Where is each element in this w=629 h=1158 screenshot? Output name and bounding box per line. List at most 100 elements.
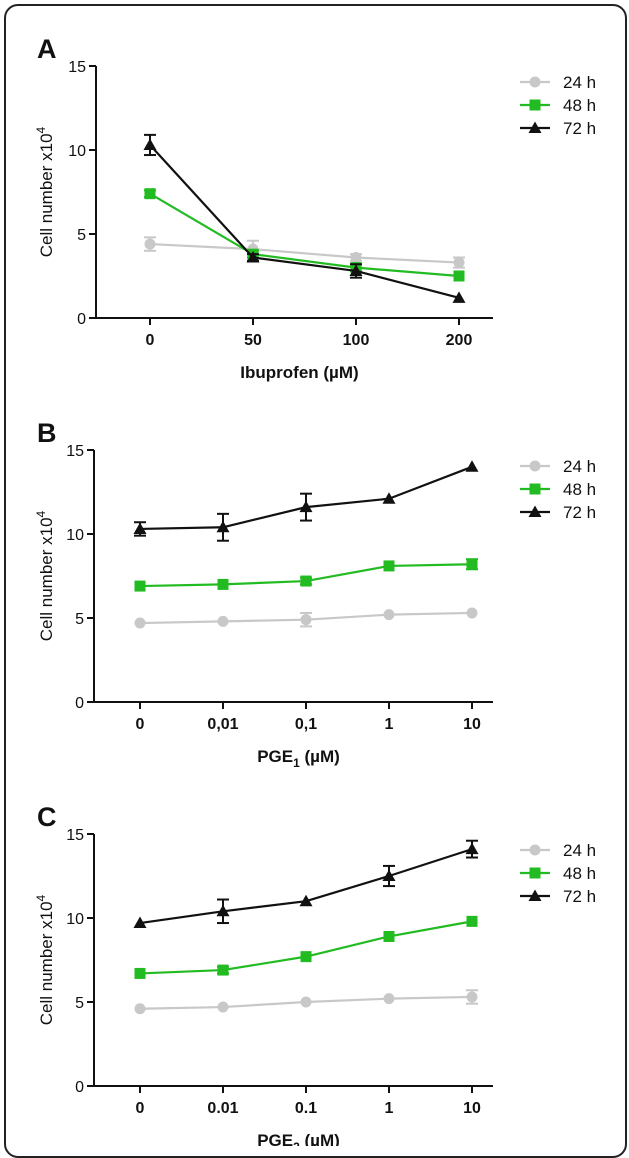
data-point (134, 1003, 146, 1015)
legend-marker (528, 889, 542, 901)
series-line (149, 242, 460, 264)
y-axis-label-superscript: 4 (34, 510, 48, 517)
legend-label: 24 h (563, 841, 596, 860)
series-48h (134, 558, 478, 592)
y-tick-label: 15 (66, 443, 84, 460)
legend-label: 48 h (563, 480, 596, 499)
y-tick-label: 0 (75, 1079, 84, 1096)
data-point (383, 560, 395, 572)
data-point (452, 291, 466, 303)
data-point (144, 188, 156, 200)
data-point (466, 915, 478, 927)
x-tick-label: 0 (136, 716, 145, 733)
x-tick-label: 0,01 (207, 716, 238, 733)
legend-label: 72 h (563, 503, 596, 522)
data-point (299, 500, 313, 513)
data-point (383, 609, 395, 621)
legend-item: 24 h (520, 841, 596, 860)
x-axis-label-text: PGE (257, 747, 293, 766)
data-point (383, 993, 395, 1005)
data-point (134, 967, 146, 979)
data-point (300, 575, 312, 587)
y-tick-label: 15 (66, 827, 84, 844)
x-tick-label: 100 (343, 332, 370, 349)
data-point (134, 617, 146, 629)
x-axis-label-unit: (µM) (300, 747, 340, 766)
data-point (216, 520, 230, 533)
data-point (217, 578, 229, 590)
data-point (466, 991, 478, 1003)
y-axis-label: Cell number x104 (34, 126, 56, 257)
y-tick-label: 5 (75, 611, 84, 628)
series-line (139, 848, 473, 925)
x-tick-label: 10 (463, 716, 481, 733)
y-tick-label: 10 (66, 527, 84, 544)
data-point (133, 916, 147, 929)
chart-panel-c: C 0 5 10 15 0 0.01 0.1 1 10 PGE2 (µM) Cell number x… (34, 802, 596, 1146)
data-point (134, 580, 146, 592)
x-tick-label: 0 (136, 1100, 145, 1117)
legend-item: 72 h (520, 503, 596, 522)
x-tick-label: 1 (385, 1100, 394, 1117)
data-point (453, 270, 465, 282)
data-point (144, 238, 156, 250)
legend-label: 48 h (563, 96, 596, 115)
data-point (246, 251, 260, 263)
legend-item: 48 h (520, 864, 596, 883)
x-axis-label-unit: (µM) (300, 1131, 340, 1146)
data-point (382, 492, 396, 504)
x-axis-label-subscript: 2 (293, 1140, 300, 1146)
x-axis-label: PGE2 (µM) (257, 1131, 340, 1146)
x-axis-label: Ibuprofen (µM) (240, 363, 358, 382)
series-48h (144, 188, 465, 282)
figure-frame (4, 4, 627, 1158)
data-point (382, 869, 396, 881)
data-point (217, 1001, 229, 1013)
panel-label: A (37, 34, 57, 64)
x-tick-label: 0,1 (295, 716, 317, 733)
y-axis-label-text: Cell number x10 (37, 901, 56, 1025)
y-tick-label: 10 (66, 911, 84, 928)
data-point (300, 951, 312, 963)
series-72h (133, 839, 479, 929)
legend-marker (529, 844, 541, 856)
y-axis-label-superscript: 4 (34, 894, 48, 901)
legend-label: 24 h (563, 457, 596, 476)
data-point (217, 615, 229, 627)
x-tick-label: 10 (463, 1100, 481, 1117)
panel-label: C (37, 802, 57, 832)
chart-panel-a: A 0 5 10 15 0 50 100 200 Ibuprofen (µM) Cell numbe… (34, 34, 596, 382)
x-tick-label: 50 (244, 332, 262, 349)
legend-item: 72 h (520, 119, 596, 138)
series-line (139, 920, 473, 975)
legend-marker (529, 99, 541, 111)
legend-label: 24 h (563, 73, 596, 92)
series-line (149, 144, 460, 299)
panel-label: B (37, 418, 57, 448)
data-point (466, 607, 478, 619)
legend-item: 48 h (520, 480, 596, 499)
data-point (299, 894, 313, 907)
y-axis-label: Cell number x104 (34, 510, 56, 641)
data-point (216, 904, 230, 917)
y-tick-label: 5 (77, 227, 86, 244)
legend-label: 72 h (563, 887, 596, 906)
x-tick-label: 0 (146, 332, 155, 349)
data-point (349, 264, 363, 276)
data-point (453, 257, 465, 269)
x-tick-label: 1 (385, 716, 394, 733)
legend-label: 72 h (563, 119, 596, 138)
data-point (300, 996, 312, 1008)
legend-marker (528, 121, 542, 133)
legend-item: 24 h (520, 73, 596, 92)
legend-marker (529, 76, 541, 88)
data-point (300, 614, 312, 626)
data-point (133, 522, 147, 534)
data-point (466, 558, 478, 570)
x-axis-label-subscript: 1 (293, 756, 300, 770)
x-axis-label-text: PGE (257, 1131, 293, 1146)
legend-item: 48 h (520, 96, 596, 115)
legend-label: 48 h (563, 864, 596, 883)
